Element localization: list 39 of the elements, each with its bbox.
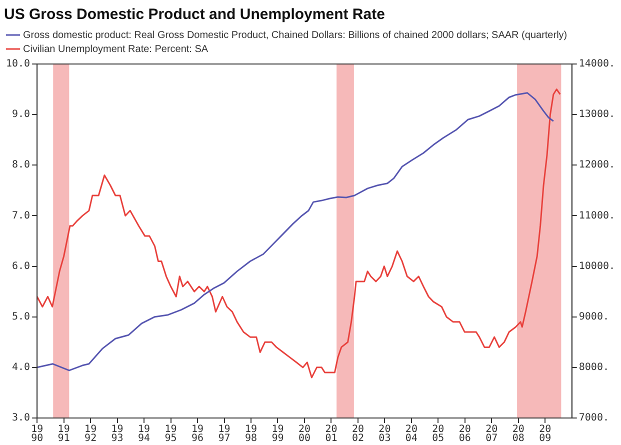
chart-title: US Gross Domestic Product and Unemployment Rate [4, 6, 385, 24]
x-tick-label: 19 98 [244, 424, 258, 444]
x-tick-label: 19 96 [191, 424, 204, 444]
x-tick-label: 20 08 [512, 424, 524, 444]
y2-tick-label: 9000. [578, 311, 609, 322]
x-tick-label: 19 93 [111, 424, 124, 444]
y2-tick-label: 7000. [578, 412, 609, 424]
y2-tick-label: 12000. [578, 160, 615, 171]
legend-label: Gross domestic product: Real Gross Domestic Product, Chained Dollars: Billions of chained 2000 dollars; SAAR (quarterly) [23, 30, 568, 41]
x-tick-label: 20 07 [486, 424, 498, 444]
y-tick-label: 10.0 [6, 58, 30, 70]
y2-tick-label: 14000. [578, 58, 615, 70]
x-tick-label: 19 97 [218, 424, 230, 444]
y-tick-label: 6.0 [12, 260, 30, 272]
x-tick-label: 20 02 [352, 424, 364, 444]
x-tick-label: 19 91 [58, 424, 70, 444]
y2-tick-label: 8000. [578, 362, 609, 374]
x-tick-label: 20 06 [458, 424, 471, 444]
x-tick-label: 20 04 [405, 424, 418, 444]
x-tick-label: 19 99 [272, 424, 284, 444]
x-tick-label: 19 90 [31, 424, 44, 444]
x-tick-label: 20 03 [378, 424, 391, 444]
y-tick-label: 3.0 [12, 412, 30, 424]
x-tick-label: 20 09 [539, 424, 552, 444]
y2-tick-label: 10000. [578, 260, 615, 272]
y2-tick-label: 11000. [578, 210, 615, 222]
x-tick-label: 20 00 [298, 424, 311, 444]
y-tick-label: 9.0 [12, 109, 30, 120]
x-tick-label: 20 05 [432, 424, 444, 444]
y2-tick-label: 13000. [578, 109, 615, 120]
x-tick-label: 19 95 [164, 424, 177, 444]
x-tick-label: 19 92 [84, 424, 97, 444]
y-tick-label: 7.0 [12, 210, 30, 222]
x-tick-label: 20 01 [325, 424, 338, 444]
legend-label: Civilian Unemployment Rate: Percent: SA [23, 44, 208, 55]
y-tick-label: 4.0 [12, 362, 30, 374]
y-tick-label: 5.0 [12, 311, 30, 322]
y-tick-label: 8.0 [12, 160, 30, 171]
x-tick-label: 19 94 [138, 424, 150, 444]
